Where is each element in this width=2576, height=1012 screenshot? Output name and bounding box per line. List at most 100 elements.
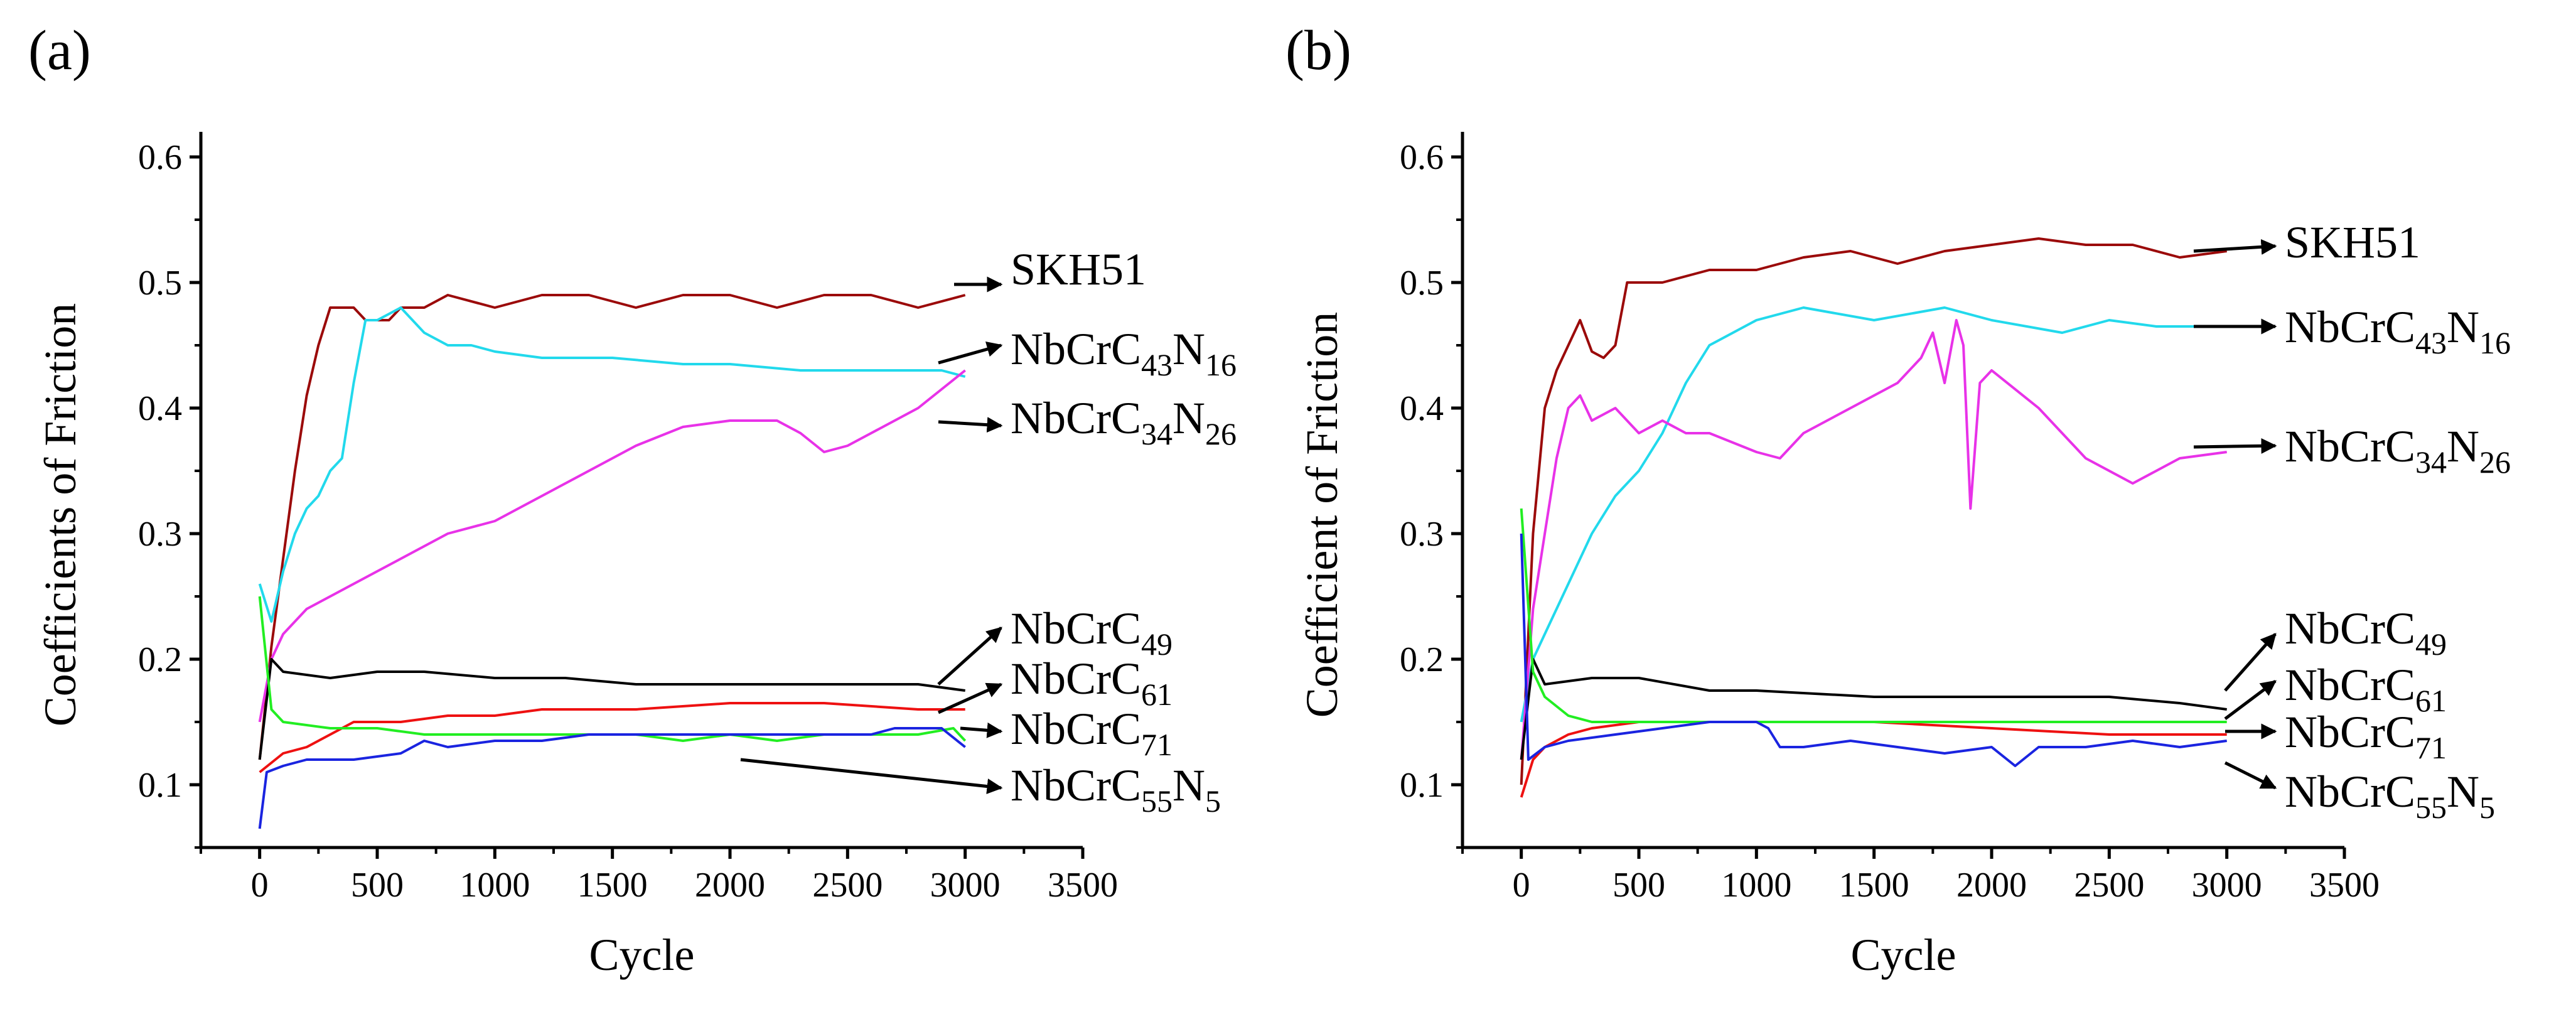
y-axis-title: Coefficients of Friction: [35, 303, 85, 727]
series-label-c34n26: NbCrC34N26: [1011, 393, 1237, 451]
series-label-sub: 71: [1141, 727, 1173, 762]
series-label-skh51: SKH51: [1011, 244, 1146, 294]
series-label-sub: 55: [1141, 783, 1173, 819]
series-line-c71: [258, 596, 967, 742]
series-arrow-c43n16: [938, 342, 1003, 365]
x-axis-title: Cycle: [1851, 930, 1956, 980]
series-label-c61: NbCrC61: [2285, 660, 2447, 718]
series-line-skh51: [258, 294, 966, 760]
x-tick-label: 1000: [459, 866, 530, 905]
series-label-c61: NbCrC61: [1011, 654, 1173, 712]
series-line-c34n26: [258, 369, 966, 723]
series-arrow-skh51: [2193, 239, 2277, 255]
y-tick-label: 0.2: [1400, 640, 1444, 679]
series-label-sub: 61: [1141, 677, 1173, 712]
series-label-sub: 55: [2415, 790, 2447, 825]
series-label-main: NbCrC: [1011, 324, 1141, 374]
series-label-main: NbCrC: [1011, 704, 1141, 754]
series-label-sub2: 26: [2479, 444, 2511, 480]
series-label-c55n5: NbCrC55N5: [2285, 767, 2495, 825]
series-label-main: SKH51: [1011, 244, 1146, 294]
x-tick-label: 0: [1513, 866, 1530, 905]
y-tick-label: 0.2: [138, 640, 182, 679]
series-label-sub: 49: [1141, 627, 1173, 662]
series-line-c49: [258, 658, 965, 760]
series-line-c55n5: [258, 727, 966, 829]
x-axis-title: Cycle: [589, 930, 695, 980]
y-tick-label: 0.5: [1400, 264, 1444, 303]
y-axis-title: Coefficient of Friction: [1297, 312, 1347, 718]
series-label-main: NbCrC: [1011, 654, 1141, 704]
series-label-c71: NbCrC71: [1011, 704, 1173, 762]
x-tick-label: 2500: [2074, 866, 2144, 905]
series-arrow-c55n5: [2224, 761, 2277, 790]
series-label-main2: N: [2447, 421, 2479, 471]
x-tick-label: 3000: [2192, 866, 2262, 905]
series-label-sub: 43: [2415, 325, 2447, 360]
series-label-main2: N: [2447, 302, 2479, 352]
series-label-sub: 34: [2415, 444, 2447, 480]
y-tick-label: 0.3: [138, 515, 182, 554]
series-label-main: NbCrC: [2285, 707, 2415, 757]
series-label-main2: N: [2447, 767, 2479, 817]
series-label-sub2: 26: [1205, 416, 1237, 451]
y-tick-label: 0.1: [138, 766, 182, 805]
series-line-c49: [1520, 658, 2227, 760]
series-label-c55n5: NbCrC55N5: [1011, 760, 1221, 819]
x-tick-label: 1500: [1839, 866, 1909, 905]
y-tick-label: 0.4: [1400, 389, 1444, 428]
series-line-c55n5: [1520, 533, 2227, 767]
series-label-sub: 49: [2415, 627, 2447, 662]
series-label-main: NbCrC: [1011, 393, 1141, 443]
x-tick-label: 500: [1613, 866, 1665, 905]
series-label-main2: N: [1173, 324, 1205, 374]
y-tick-label: 0.1: [1400, 766, 1444, 805]
y-tick-label: 0.6: [1400, 138, 1444, 177]
series-label-main: NbCrC: [2285, 421, 2415, 471]
series-label-skh51: SKH51: [2285, 217, 2420, 267]
series-label-sub2: 16: [2479, 325, 2511, 360]
series-label-main2: N: [1173, 760, 1205, 810]
panel-label: (b): [1285, 19, 1351, 82]
y-tick-label: 0.4: [138, 389, 182, 428]
series-arrow-c34n26: [2193, 438, 2277, 454]
series-label-main: NbCrC: [2285, 767, 2415, 817]
series-label-main: NbCrC: [2285, 302, 2415, 352]
series-label-c71: NbCrC71: [2285, 707, 2447, 765]
series-label-sub2: 16: [1205, 347, 1237, 382]
series-label-c49: NbCrC49: [1011, 603, 1173, 662]
series-line-c43n16: [258, 306, 966, 623]
chart-panel-a: (a) 0 500 1000 1500 2000 2500 3000 3500 0.1 0.2 0.3…: [28, 19, 1237, 980]
series-arrow-c61: [937, 682, 1003, 714]
x-tick-label: 1500: [577, 866, 648, 905]
y-tick-label: 0.6: [138, 138, 182, 177]
series-label-c43n16: NbCrC43N16: [2285, 302, 2511, 360]
series-arrow-c55n5: [740, 758, 1003, 795]
x-tick-label: 3500: [1048, 866, 1118, 905]
series-label-sub: 61: [2415, 683, 2447, 718]
series-label-main: NbCrC: [2285, 660, 2415, 710]
x-tick-label: 3500: [2309, 866, 2380, 905]
series-label-c43n16: NbCrC43N16: [1011, 324, 1237, 382]
x-tick-label: 500: [351, 866, 404, 905]
series-line-skh51: [1520, 237, 2227, 785]
series-label-main: NbCrC: [1011, 603, 1141, 654]
series-label-main2: N: [1173, 393, 1205, 443]
series-arrow-c71: [960, 722, 1003, 738]
series-label-sub: 34: [1141, 416, 1173, 451]
series-arrow-c49: [2224, 633, 2277, 692]
series-label-c49: NbCrC49: [2285, 603, 2447, 662]
series-label-main: NbCrC: [2285, 603, 2415, 654]
x-tick-label: 2000: [1956, 866, 2027, 905]
series-label-main: SKH51: [2285, 217, 2420, 267]
x-tick-label: 1000: [1721, 866, 1791, 905]
y-tick-label: 0.5: [138, 264, 182, 303]
panel-label: (a): [28, 19, 91, 82]
x-tick-label: 2500: [812, 866, 883, 905]
chart-panel-b: (b) 0 500 1000 1500 2000 2500 3000 3500 0.1 0.2 0.3…: [1285, 19, 2511, 980]
series-line-c34n26: [1520, 319, 2227, 760]
x-tick-label: 0: [251, 866, 269, 905]
series-arrow-c34n26: [938, 417, 1003, 433]
series-label-main: NbCrC: [1011, 760, 1141, 810]
